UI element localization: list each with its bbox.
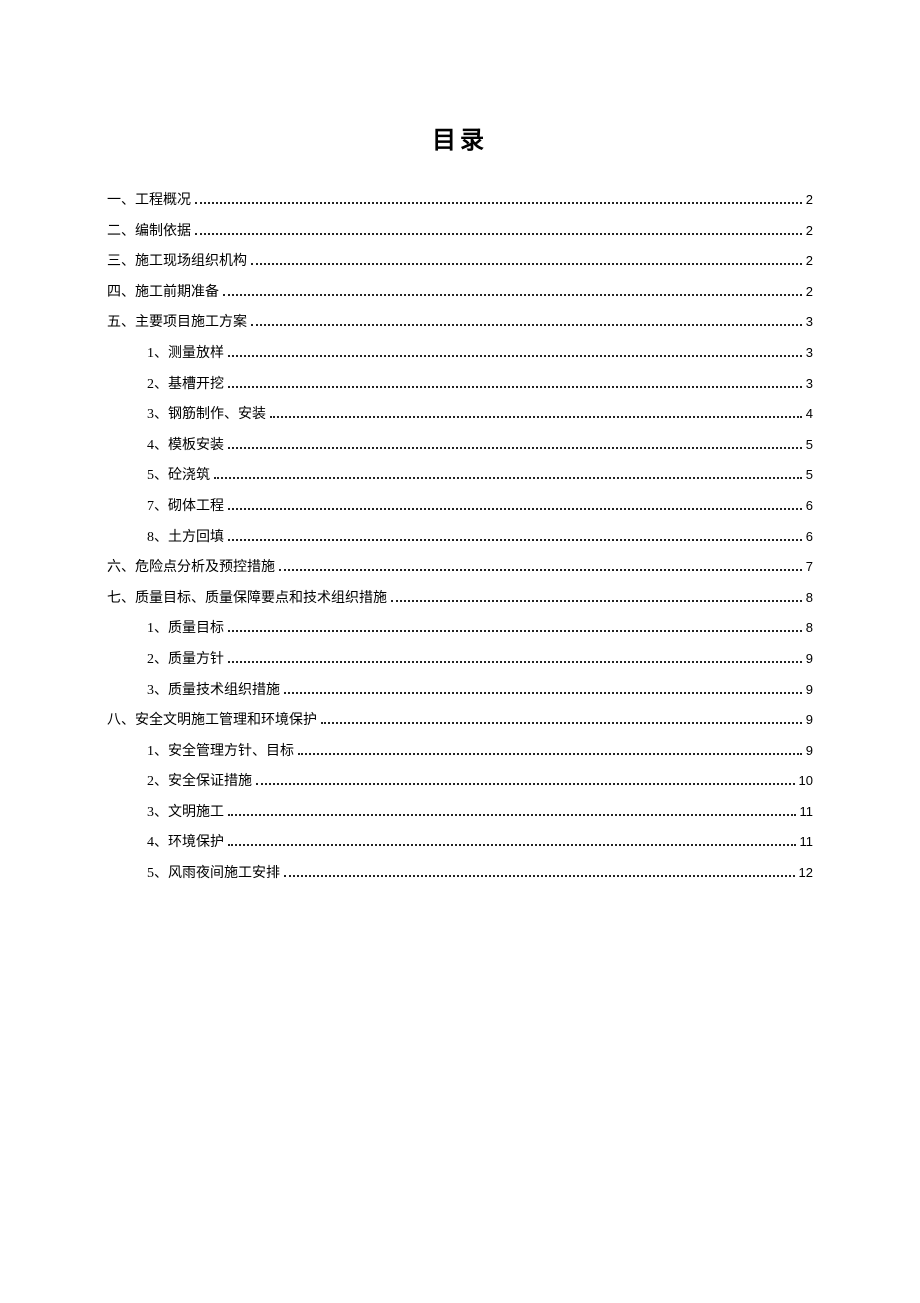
toc-entry-page: 8 bbox=[806, 589, 813, 607]
toc-dots bbox=[223, 294, 802, 296]
toc-entry: 五、主要项目施工方案 3 bbox=[107, 313, 813, 333]
toc-entry-page: 7 bbox=[806, 558, 813, 576]
toc-dots bbox=[228, 539, 802, 541]
toc-entry: 一、工程概况 2 bbox=[107, 191, 813, 211]
toc-dots bbox=[228, 630, 802, 632]
toc-dots bbox=[228, 661, 802, 663]
toc-entry: 四、施工前期准备 2 bbox=[107, 283, 813, 303]
toc-dots bbox=[195, 233, 802, 235]
toc-entry-page: 5 bbox=[806, 466, 813, 484]
toc-entry-label: 5、砼浇筑 bbox=[147, 466, 210, 486]
toc-entry-label: 3、钢筋制作、安装 bbox=[147, 405, 266, 425]
toc-entry-label: 4、环境保护 bbox=[147, 833, 224, 853]
toc-title: 目录 bbox=[107, 120, 813, 155]
toc-dots bbox=[214, 477, 802, 479]
toc-entry-page: 6 bbox=[806, 497, 813, 515]
toc-entry-label: 3、文明施工 bbox=[147, 803, 224, 823]
toc-entry: 1、安全管理方针、目标 9 bbox=[107, 742, 813, 762]
toc-list: 一、工程概况 2 二、编制依据 2 三、施工现场组织机构 2 四、施工前期准备 2 五、主要项目… bbox=[107, 191, 813, 884]
toc-entry-page: 9 bbox=[806, 681, 813, 699]
toc-entry: 2、质量方针 9 bbox=[107, 650, 813, 670]
toc-entry: 二、编制依据 2 bbox=[107, 222, 813, 242]
toc-entry: 六、危险点分析及预控措施 7 bbox=[107, 558, 813, 578]
toc-entry-label: 四、施工前期准备 bbox=[107, 283, 219, 303]
toc-entry-label: 三、施工现场组织机构 bbox=[107, 252, 247, 272]
toc-dots bbox=[228, 844, 796, 846]
toc-entry-page: 2 bbox=[806, 252, 813, 270]
toc-entry: 3、文明施工 11 bbox=[107, 803, 813, 823]
toc-entry: 2、基槽开挖 3 bbox=[107, 375, 813, 395]
toc-entry-label: 二、编制依据 bbox=[107, 222, 191, 242]
toc-entry: 1、质量目标 8 bbox=[107, 619, 813, 639]
toc-dots bbox=[279, 569, 802, 571]
toc-dots bbox=[284, 875, 795, 877]
toc-entry-page: 6 bbox=[806, 528, 813, 546]
toc-entry-label: 2、质量方针 bbox=[147, 650, 224, 670]
toc-entry-label: 3、质量技术组织措施 bbox=[147, 681, 280, 701]
toc-entry-page: 3 bbox=[806, 375, 813, 393]
toc-entry-page: 2 bbox=[806, 191, 813, 209]
toc-entry: 7、砌体工程 6 bbox=[107, 497, 813, 517]
toc-entry: 1、测量放样 3 bbox=[107, 344, 813, 364]
toc-entry-page: 8 bbox=[806, 619, 813, 637]
toc-entry-page: 11 bbox=[800, 803, 814, 821]
toc-entry-page: 2 bbox=[806, 283, 813, 301]
toc-entry: 三、施工现场组织机构 2 bbox=[107, 252, 813, 272]
toc-entry-page: 9 bbox=[806, 742, 813, 760]
toc-dots bbox=[195, 202, 802, 204]
toc-entry-label: 五、主要项目施工方案 bbox=[107, 313, 247, 333]
toc-entry-label: 一、工程概况 bbox=[107, 191, 191, 211]
toc-entry-page: 9 bbox=[806, 711, 813, 729]
toc-entry: 3、质量技术组织措施 9 bbox=[107, 681, 813, 701]
toc-entry: 七、质量目标、质量保障要点和技术组织措施 8 bbox=[107, 589, 813, 609]
toc-entry-label: 1、安全管理方针、目标 bbox=[147, 742, 294, 762]
toc-entry-page: 3 bbox=[806, 313, 813, 331]
toc-entry-label: 7、砌体工程 bbox=[147, 497, 224, 517]
toc-entry-label: 4、模板安装 bbox=[147, 436, 224, 456]
toc-entry-page: 10 bbox=[799, 772, 813, 790]
toc-entry-page: 12 bbox=[799, 864, 813, 882]
toc-entry-label: 2、安全保证措施 bbox=[147, 772, 252, 792]
toc-entry: 8、土方回填 6 bbox=[107, 528, 813, 548]
toc-dots bbox=[228, 447, 802, 449]
toc-dots bbox=[228, 355, 802, 357]
toc-dots bbox=[391, 600, 802, 602]
toc-entry-label: 1、质量目标 bbox=[147, 619, 224, 639]
toc-entry-page: 5 bbox=[806, 436, 813, 454]
toc-dots bbox=[284, 692, 802, 694]
toc-entry-page: 9 bbox=[806, 650, 813, 668]
toc-entry-label: 5、风雨夜间施工安排 bbox=[147, 864, 280, 884]
toc-dots bbox=[321, 722, 802, 724]
toc-dots bbox=[251, 263, 802, 265]
toc-entry: 4、环境保护 11 bbox=[107, 833, 813, 853]
toc-dots bbox=[228, 814, 796, 816]
toc-entry-label: 七、质量目标、质量保障要点和技术组织措施 bbox=[107, 589, 387, 609]
toc-entry-page: 4 bbox=[806, 405, 813, 423]
toc-entry-label: 8、土方回填 bbox=[147, 528, 224, 548]
toc-entry: 2、安全保证措施 10 bbox=[107, 772, 813, 792]
toc-dots bbox=[251, 324, 802, 326]
toc-entry-page: 2 bbox=[806, 222, 813, 240]
toc-entry: 5、风雨夜间施工安排 12 bbox=[107, 864, 813, 884]
toc-dots bbox=[270, 416, 802, 418]
toc-entry: 5、砼浇筑 5 bbox=[107, 466, 813, 486]
toc-dots bbox=[256, 783, 795, 785]
toc-dots bbox=[228, 508, 802, 510]
toc-dots bbox=[298, 753, 802, 755]
toc-entry-label: 2、基槽开挖 bbox=[147, 375, 224, 395]
toc-dots bbox=[228, 386, 802, 388]
toc-entry-label: 六、危险点分析及预控措施 bbox=[107, 558, 275, 578]
toc-entry-page: 11 bbox=[800, 833, 814, 851]
toc-entry-label: 1、测量放样 bbox=[147, 344, 224, 364]
toc-entry-label: 八、安全文明施工管理和环境保护 bbox=[107, 711, 317, 731]
toc-entry: 3、钢筋制作、安装 4 bbox=[107, 405, 813, 425]
toc-entry: 4、模板安装 5 bbox=[107, 436, 813, 456]
toc-entry-page: 3 bbox=[806, 344, 813, 362]
toc-entry: 八、安全文明施工管理和环境保护 9 bbox=[107, 711, 813, 731]
